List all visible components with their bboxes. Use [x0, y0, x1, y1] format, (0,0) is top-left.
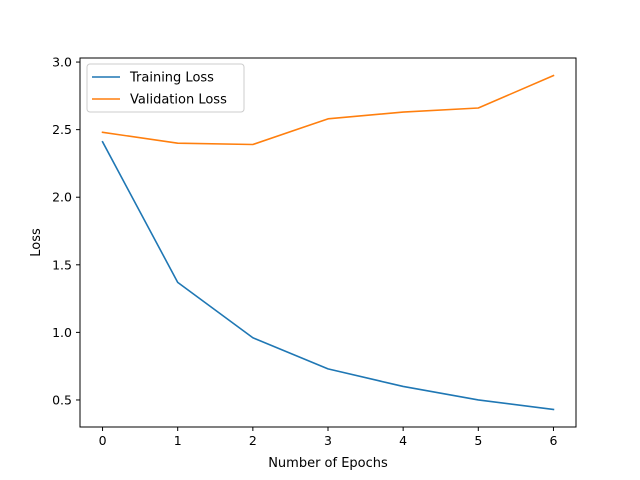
legend-box — [86, 63, 245, 113]
y-tick-label: 3.0 — [52, 55, 72, 70]
y-tick-label: 1.0 — [52, 325, 72, 340]
y-tick-label: 1.5 — [52, 257, 72, 272]
legend-label: Validation Loss — [130, 93, 227, 108]
y-axis-ticks: 0.5 1.0 1.5 2.0 2.5 3.0 — [52, 55, 80, 407]
x-axis-label: Number of Epochs — [268, 456, 388, 471]
x-tick-label: 2 — [249, 433, 257, 448]
x-tick-label: 6 — [549, 433, 557, 448]
x-tick-label: 5 — [474, 433, 482, 448]
x-tick-label: 1 — [174, 433, 182, 448]
x-axis-ticks: 0 1 2 3 4 5 6 — [99, 427, 557, 448]
y-tick-label: 2.0 — [52, 190, 72, 205]
y-axis-label: Loss — [29, 228, 44, 257]
y-tick-label: 0.5 — [52, 392, 72, 407]
legend: Training Loss Validation Loss — [86, 63, 245, 113]
x-tick-label: 0 — [99, 433, 107, 448]
series-lines — [101, 74, 555, 411]
legend-label: Training Loss — [129, 71, 214, 86]
x-tick-label: 3 — [324, 433, 332, 448]
y-tick-label: 2.5 — [52, 122, 72, 137]
x-tick-label: 4 — [399, 433, 407, 448]
